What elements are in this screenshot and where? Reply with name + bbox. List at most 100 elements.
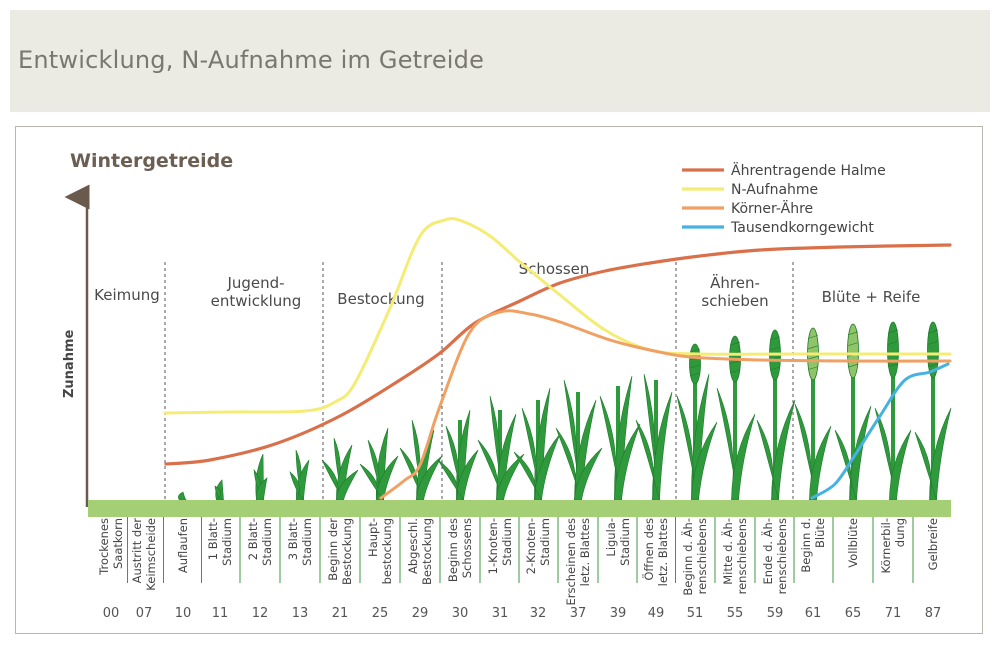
legend-label-halme: Ährentragende Halme: [731, 161, 886, 179]
stage-label-line: Vollblüte: [846, 518, 860, 568]
stage-code: 11: [212, 606, 229, 621]
plant-ear-grain: [927, 363, 939, 368]
stage-code: 13: [292, 606, 309, 621]
plant-leaf: [635, 419, 660, 501]
stage-label-line: Mitte d. Äh-: [720, 518, 735, 585]
plant-stem: [891, 374, 895, 500]
stage-label: Beginn desSchossens: [446, 518, 474, 582]
plant-leaf: [889, 429, 912, 501]
stage-code: 59: [767, 606, 784, 621]
stage-label-line: Saatkorn: [111, 518, 125, 569]
plant-leaf: [652, 391, 673, 501]
stage-label-line: letz. Blattes: [656, 518, 670, 586]
plant-ear-grain: [887, 329, 899, 334]
stage-label-line: 2-Knoten-: [524, 518, 538, 574]
phase-label: Bestockung: [337, 290, 424, 308]
phase-label: Jugend-: [226, 274, 284, 292]
stage-code: 71: [885, 606, 902, 621]
plant-leaf: [809, 425, 832, 501]
plant-ear-grain: [847, 342, 859, 346]
stage-code: 61: [805, 606, 822, 621]
plant-ear-grain: [689, 364, 701, 369]
stage-label-line: Schossens: [460, 518, 474, 578]
plant-leaf: [691, 421, 718, 501]
plant-ear-grain: [807, 345, 819, 350]
page-header: Entwicklung, N-Aufnahme im Getreide: [10, 10, 990, 112]
plant-leaf: [574, 447, 603, 501]
phase-label: Keimung: [94, 286, 160, 304]
page-title: Entwicklung, N-Aufnahme im Getreide: [18, 46, 485, 74]
curve-halme: [164, 243, 952, 466]
stage-code: 49: [648, 606, 665, 621]
plant-ear-grain: [927, 329, 939, 334]
plant-leaf: [255, 477, 268, 501]
plant-leaf: [456, 449, 479, 501]
phase-label: entwicklung: [211, 292, 302, 310]
stage-label: Beginn d. Äh-renschiebens: [680, 518, 709, 596]
chart-frame: [15, 126, 983, 634]
stage-label-line: Bestockung: [420, 518, 434, 585]
plant-stem: [851, 374, 855, 500]
plant-ear-grain: [729, 341, 741, 346]
plant-ear: [887, 321, 899, 379]
stage-label-line: renschiebens: [735, 518, 749, 594]
plant-leaf: [437, 459, 465, 501]
stage-label-line: Ligula-: [604, 518, 618, 557]
phase-labels: Keimung Jugend-entwicklung Bestockung Schos…: [94, 260, 920, 310]
stage-label-line: 1 Blatt-: [206, 518, 220, 560]
stage-code: 87: [925, 606, 942, 621]
plant-leaf: [834, 429, 857, 501]
plant-ear-grain: [729, 360, 741, 364]
stage-label-line: Stadium: [220, 518, 234, 566]
plant-stem: [733, 378, 737, 500]
stage-label: 2-Knoten-Stadium: [524, 518, 552, 574]
stage-label-line: Beginn d.: [799, 518, 813, 573]
stage-code: 31: [492, 606, 509, 621]
stage-label-line: Stadium: [618, 518, 632, 566]
plant-leaf: [929, 407, 952, 501]
plant-ear-grain: [927, 341, 939, 345]
stage-label-line: Abgeschl.: [406, 518, 420, 574]
stage-label-line: Beginn des: [446, 518, 460, 582]
stage-label-line: Stadium: [300, 518, 314, 566]
stage-code: 29: [412, 606, 429, 621]
curve-layer: [163, 217, 952, 500]
curve-n: [163, 217, 952, 415]
plant-stem: [654, 380, 658, 500]
stage-label-line: Auflaufen: [176, 518, 190, 573]
stage-label-line: Haupt-: [366, 518, 380, 557]
legend-label-tkg: Tausendkorngewicht: [730, 220, 874, 236]
stage-label-line: Keimscheide: [144, 518, 158, 591]
legend-label-n: N-Aufnahme: [731, 182, 818, 198]
plant-ear: [927, 321, 939, 379]
phase-label: Blüte + Reife: [822, 288, 921, 306]
plant-ear-grain: [769, 366, 781, 371]
phase-label: schieben: [701, 292, 768, 310]
stage-label: 1-Knoten-Stadium: [486, 518, 514, 574]
stage-code: 51: [687, 606, 704, 621]
stage-code: 10: [175, 606, 192, 621]
plant-leaf: [513, 451, 543, 501]
stage-code: 65: [845, 606, 862, 621]
stage-label-line: Ende d. Äh-: [760, 518, 775, 585]
plant-ear-grain: [887, 363, 899, 368]
stage-label-line: Trockenes: [97, 518, 111, 576]
stage-label-line: Öffnen des: [640, 518, 656, 581]
stage-label-line: bestockung: [380, 518, 394, 584]
plant-illustrations: [178, 321, 952, 501]
stage-label-line: Bestockung: [340, 518, 354, 585]
plant-leaf: [756, 419, 779, 501]
y-axis-label: Zunahme: [62, 329, 77, 398]
stage-label-line: Stadium: [538, 518, 552, 566]
stage-label: 1 Blatt-Stadium: [206, 518, 234, 566]
plant-leaf: [214, 485, 224, 501]
curve-koerner: [379, 309, 952, 500]
stage-code: 25: [372, 606, 389, 621]
stage-label: Ende d. Äh-renschiebens: [760, 518, 789, 594]
stage-code: 39: [610, 606, 627, 621]
plant-ear-grain: [847, 331, 859, 336]
phase-dividers: [164, 262, 794, 500]
stage-label: Beginn d.Blüte: [799, 518, 827, 573]
plant-leaf: [336, 469, 359, 501]
plant-ear-grain: [807, 355, 819, 360]
